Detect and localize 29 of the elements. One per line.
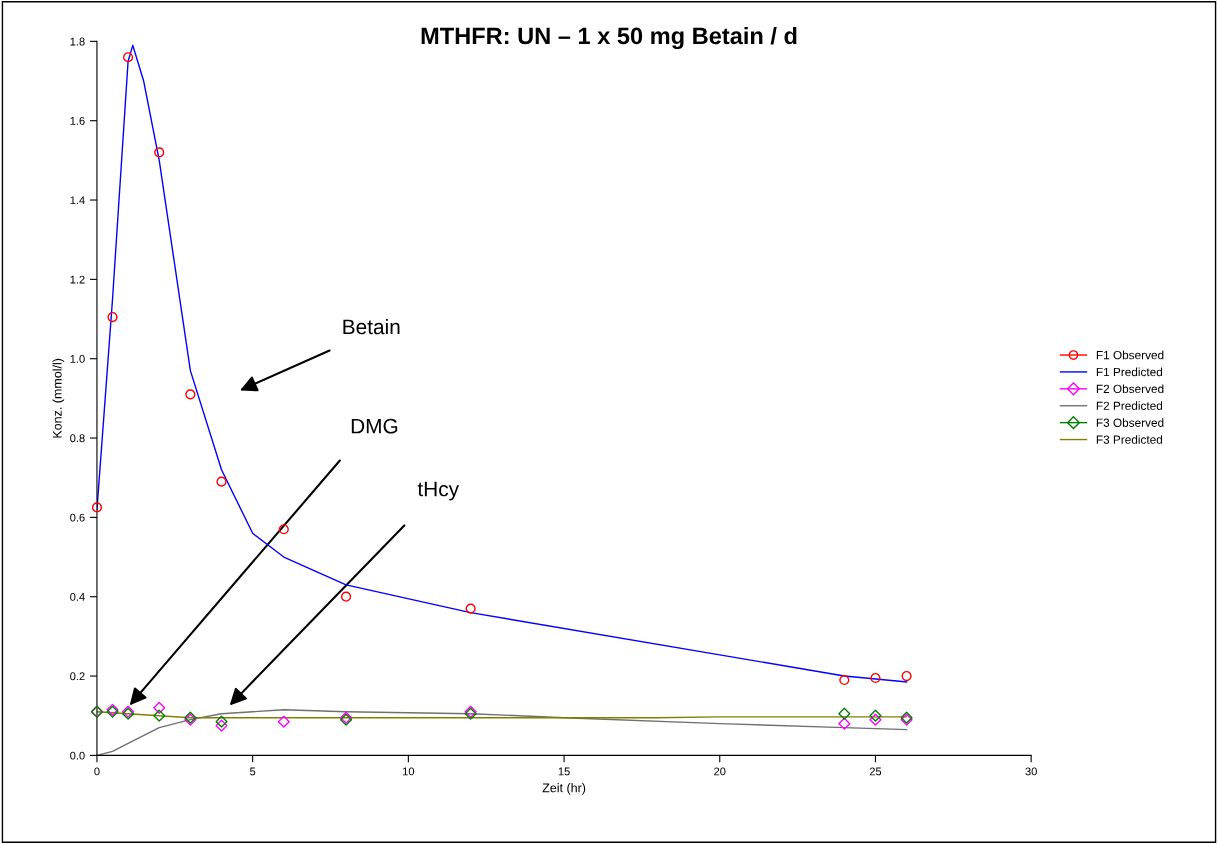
y-tick-label: 0.6 — [70, 513, 85, 522]
y-tick-label: 0.8 — [70, 434, 85, 443]
annotation: Betain — [343, 318, 400, 335]
chart-title: MTHFR: UN – 1 x 50 mg Betain / d — [421, 26, 797, 50]
x-tick-label: 15 — [558, 767, 570, 776]
x-tick-label: 30 — [1025, 767, 1037, 776]
x-tick-label: 25 — [869, 767, 882, 776]
y-axis-title: Konz. (mmol/l) — [52, 358, 65, 438]
y-tick-label: 1.4 — [70, 196, 85, 205]
legend-label: F1 Observed — [1096, 350, 1164, 360]
annotation: tHcy — [417, 481, 460, 501]
y-tick-label: 1.6 — [70, 116, 85, 125]
legend-label: F3 Observed — [1096, 418, 1164, 427]
legend-label: F2 Predicted — [1096, 401, 1163, 410]
y-tick-label: 1.8 — [70, 37, 85, 46]
y-tick-label: 0.0 — [70, 751, 85, 760]
y-tick-label: 0.2 — [70, 672, 85, 681]
y-tick-label: 0.4 — [70, 592, 85, 601]
x-axis-title: Zeit (hr) — [542, 783, 586, 795]
x-tick-label: 10 — [403, 767, 415, 776]
annotation: DMG — [351, 418, 398, 434]
legend-label: F1 Predicted — [1096, 367, 1163, 377]
y-tick-label: 1.0 — [70, 354, 85, 363]
x-tick-label: 20 — [714, 767, 726, 776]
x-tick-label: 5 — [250, 767, 256, 776]
legend-label: F2 Observed — [1096, 384, 1164, 394]
y-tick-label: 1.2 — [70, 275, 85, 284]
legend-label: F3 Predicted — [1096, 435, 1163, 444]
x-tick-label: 0 — [94, 767, 100, 776]
